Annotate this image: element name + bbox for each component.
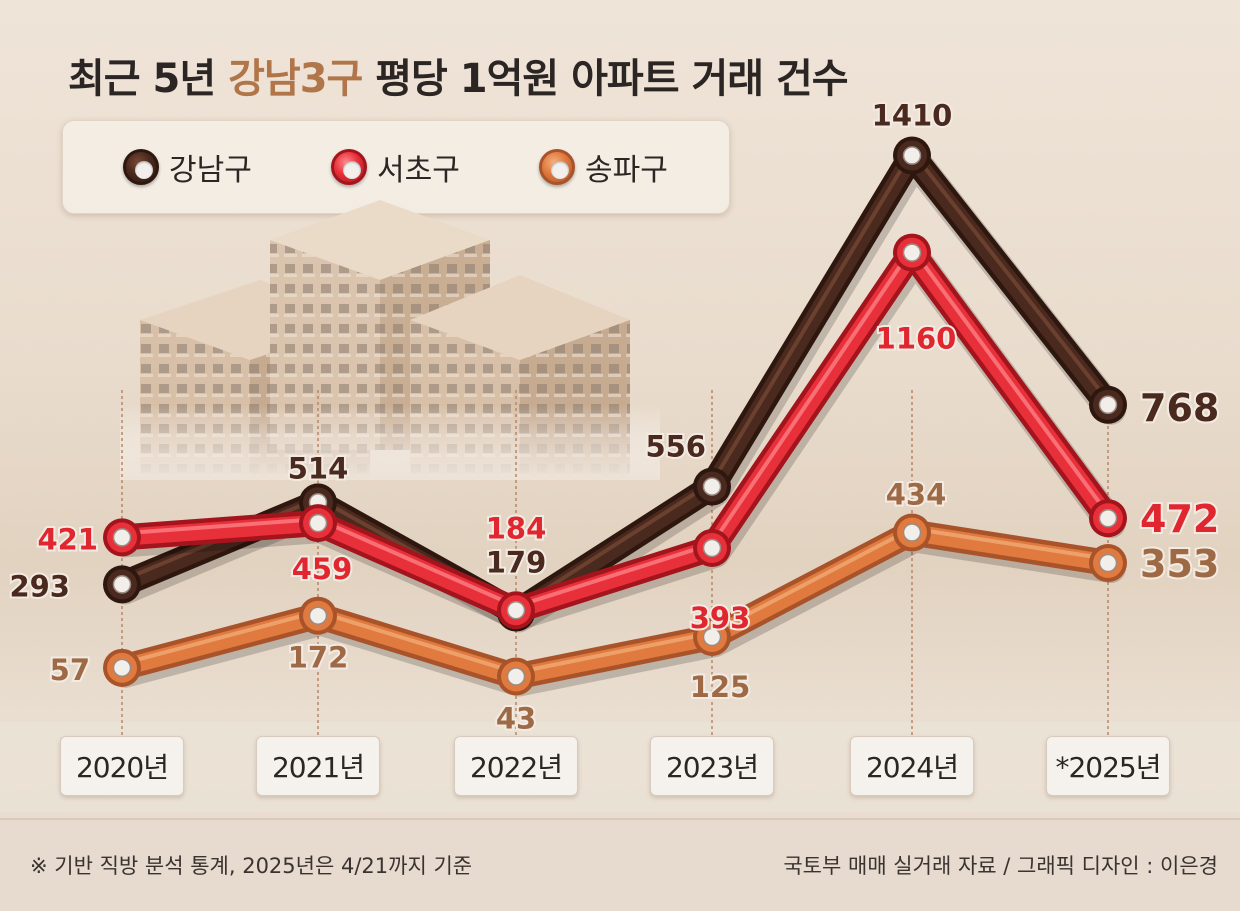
point-center-songpa-1	[308, 606, 328, 625]
data-label-songpa-3: 125	[690, 670, 751, 704]
point-center-songpa-3	[702, 627, 722, 647]
point-songpa-2	[497, 657, 535, 696]
data-label-seocho-1: 459	[292, 552, 353, 586]
title-part-1: 최근 5년	[68, 56, 229, 102]
x-tick-label-3: 2023년	[650, 736, 774, 796]
year-axis-strip	[0, 722, 1240, 812]
point-center-seocho-5	[1098, 508, 1118, 528]
x-tick-label-2: 2022년	[454, 736, 578, 796]
data-label-songpa-2: 43	[496, 701, 536, 735]
point-songpa-4	[893, 513, 931, 552]
point-songpa-1	[299, 596, 337, 635]
point-center-seocho-0	[112, 528, 132, 547]
point-center-seocho-2	[506, 601, 526, 620]
footer-source: 국토부 매매 실거래 자료 / 그래픽 디자인 : 이은경	[783, 854, 1218, 878]
point-songpa-0	[103, 648, 141, 687]
data-label-songpa-5: 353	[1140, 542, 1219, 586]
point-songpa-3	[693, 618, 731, 656]
chart-title: 최근 5년 강남3구 평당 1억원 아파트 거래 건수	[68, 46, 849, 104]
data-label-gangnam-4: 1410	[872, 99, 953, 133]
point-seocho-4	[893, 233, 931, 272]
data-label-seocho-4: 1160	[876, 322, 957, 356]
point-center-gangnam-5	[1098, 395, 1118, 415]
series-line-highlight-songpa	[120, 526, 1110, 675]
point-center-seocho-3	[702, 538, 722, 558]
series-line-highlight-gangnam	[120, 149, 1110, 611]
legend-marker-songpa	[539, 149, 575, 185]
point-center-songpa-4	[902, 523, 922, 542]
series-line-core-songpa	[113, 524, 1117, 685]
data-label-seocho-5: 472	[1140, 497, 1219, 541]
data-label-songpa-4: 434	[886, 478, 947, 512]
data-label-gangnam-5: 768	[1140, 386, 1219, 430]
data-label-gangnam-3: 556	[645, 430, 706, 464]
point-gangnam-3	[693, 467, 731, 506]
x-tick-label-1: 2021년	[256, 736, 380, 796]
point-gangnam-5	[1089, 385, 1127, 424]
point-center-gangnam-4	[902, 146, 922, 165]
point-seocho-0	[103, 518, 141, 557]
legend-marker-gangnam	[123, 149, 159, 185]
data-label-gangnam-1: 514	[288, 451, 349, 485]
apartment-buildings-illustration	[120, 180, 660, 480]
data-label-songpa-0: 57	[50, 653, 90, 687]
point-center-seocho-4	[902, 243, 922, 262]
point-center-gangnam-3	[702, 477, 722, 496]
data-label-seocho-3: 393	[690, 601, 751, 635]
series-line-highlight-seocho	[120, 246, 1110, 609]
x-tick-label-0: 2020년	[60, 736, 184, 796]
point-center-gangnam-0	[112, 575, 132, 594]
x-tick-label-4: 2024년	[850, 736, 974, 796]
point-center-songpa-2	[506, 667, 526, 686]
footer: ※ 기반 직방 분석 통계, 2025년은 4/21까지 기준 국토부 매매 실…	[0, 818, 1240, 911]
title-highlight: 강남3구	[228, 56, 363, 102]
point-center-songpa-0	[112, 658, 132, 678]
point-seocho-5	[1089, 499, 1127, 538]
data-label-gangnam-0: 293	[9, 569, 70, 603]
footer-note: ※ 기반 직방 분석 통계, 2025년은 4/21까지 기준	[30, 854, 473, 878]
point-seocho-3	[693, 528, 731, 567]
data-label-gangnam-2: 179	[486, 546, 547, 580]
point-seocho-1	[299, 504, 337, 543]
title-part-2: 평당 1억원 아파트 거래 건수	[362, 56, 848, 102]
data-label-songpa-1: 172	[288, 641, 349, 675]
data-label-seocho-0: 421	[37, 522, 98, 556]
point-songpa-5	[1089, 544, 1127, 583]
x-tick-label-5: *2025년	[1046, 736, 1170, 796]
point-gangnam-0	[103, 565, 141, 604]
point-center-seocho-1	[308, 513, 328, 533]
series-line-core-seocho	[113, 244, 1117, 619]
point-seocho-2	[497, 591, 535, 630]
point-center-songpa-5	[1098, 553, 1118, 573]
point-gangnam-4	[893, 136, 931, 175]
data-label-seocho-2: 184	[486, 511, 547, 545]
